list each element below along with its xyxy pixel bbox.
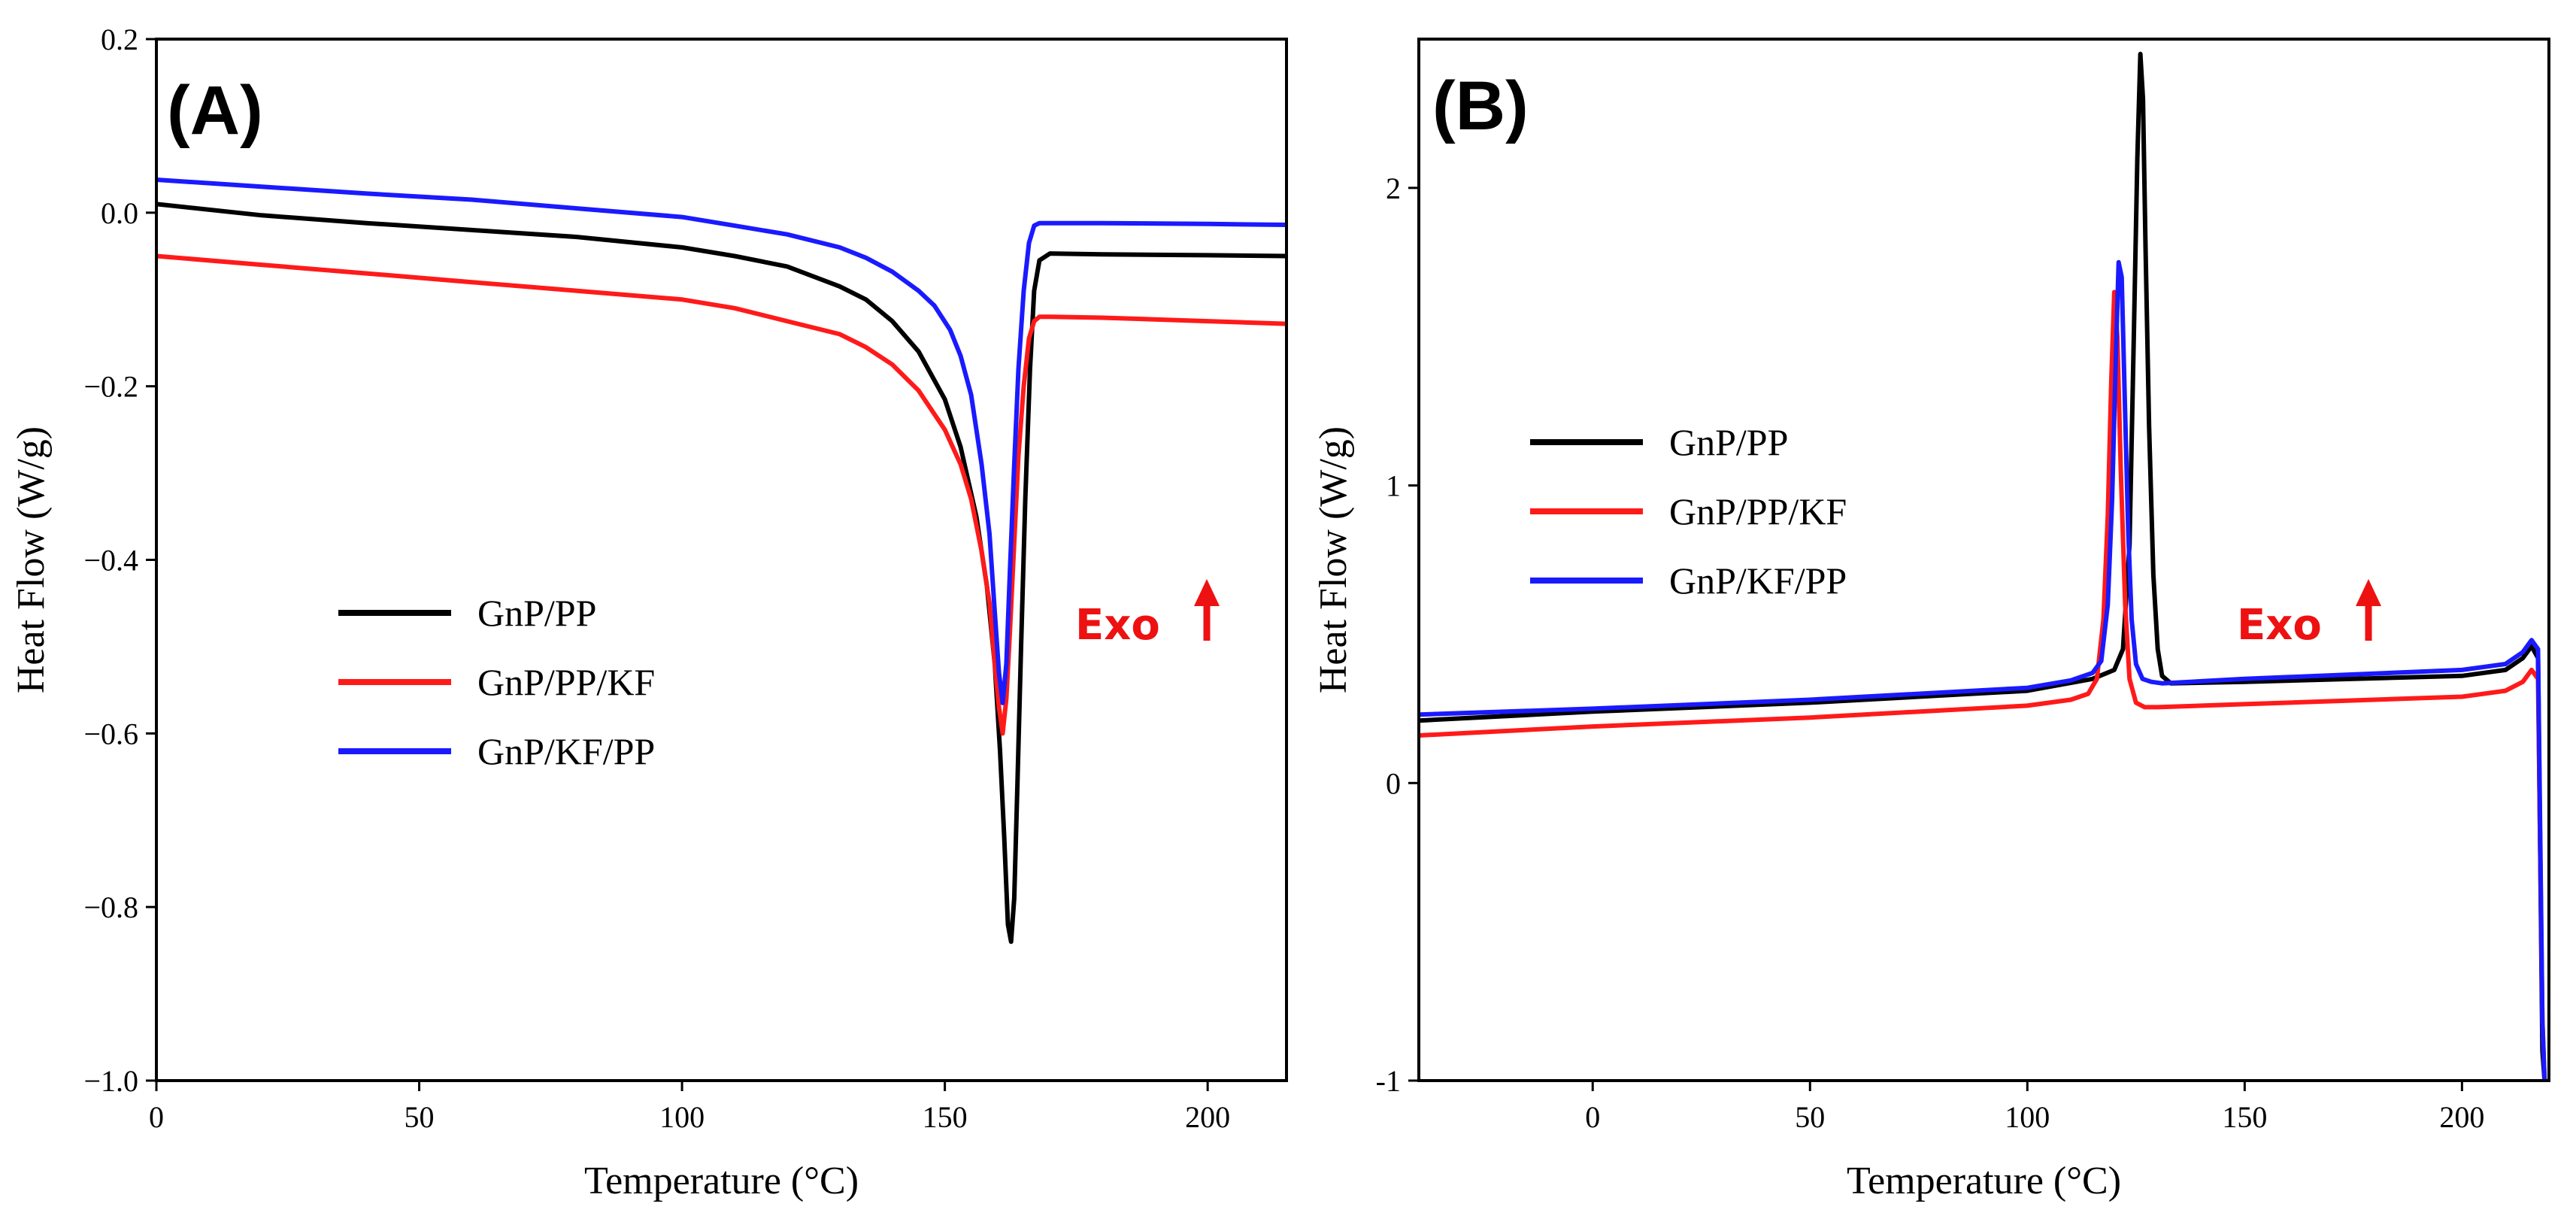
panel-a-legend-label-3: GnP/KF/PP [477, 730, 655, 772]
panel-a-exo-arrowhead-icon [1194, 579, 1220, 606]
panel-a-y-tick-label: −0.2 [83, 370, 138, 404]
panel-a-y-tick-label: −0.8 [83, 890, 138, 924]
panel-b-series-line-2 [1419, 290, 2547, 1081]
panel-a-y-tick-label: −0.4 [83, 544, 138, 578]
panel-a-series-line-3 [156, 177, 1286, 705]
panel-b-y-tick-label: 2 [1386, 171, 1401, 205]
panel-a-x-axis-label: Temperature (°C) [584, 1160, 859, 1202]
panel-a-x-tick-label: 100 [659, 1100, 705, 1134]
panel-b-x-tick-label: 50 [1795, 1100, 1825, 1134]
panel-b-legend-label-3: GnP/KF/PP [1669, 559, 1847, 602]
panel-a-x-tick-label: 0 [149, 1100, 164, 1134]
panel-b-y-tick-label: -1 [1376, 1064, 1401, 1098]
panel-a-y-axis-label: Heat Flow (W/g) [10, 426, 53, 693]
panel-b-panel-label: (B) [1432, 68, 1529, 144]
panel-a-y-tick-label: −0.6 [83, 717, 138, 750]
panel-a-x-tick-label: 200 [1185, 1100, 1230, 1134]
panel-b-y-tick-label: 1 [1386, 469, 1401, 503]
panel-a-legend-label-1: GnP/PP [477, 592, 596, 634]
panel-b-legend-label-2: GnP/PP/KF [1669, 490, 1847, 532]
panel-b-x-tick-label: 100 [2005, 1100, 2050, 1134]
panel-a-series-line-2 [156, 253, 1286, 736]
panel-b-y-tick-label: 0 [1386, 766, 1401, 800]
panel-b-legend-label-1: GnP/PP [1669, 421, 1788, 463]
panel-a-legend-label-2: GnP/PP/KF [477, 661, 655, 703]
panel-b-series-line-1 [1419, 51, 2547, 1081]
panel-a-x-tick-label: 50 [405, 1100, 435, 1134]
panel-b-series-line-3 [1419, 259, 2547, 1081]
panel-b-x-axis-label: Temperature (°C) [1847, 1160, 2121, 1202]
panel-b-plot-frame [1417, 38, 2550, 1082]
panel-a-series-line-1 [156, 202, 1286, 944]
panel-a-y-tick-label: −1.0 [83, 1064, 138, 1098]
panel-b-x-tick-label: 150 [2222, 1100, 2267, 1134]
panel-b-exo-annotation: Exo [2237, 601, 2322, 650]
panel-a-x-tick-label: 150 [923, 1100, 968, 1134]
panel-a-plot-frame [155, 38, 1288, 1082]
panel-b-y-axis-label: Heat Flow (W/g) [1312, 426, 1355, 693]
panel-a-chart: 0 50 100 150 200 −1.0 −0.8 −0.6 −0.4 −0.2 0.0 0.2 Te… [10, 23, 1288, 1202]
panel-a-y-tick-label: 0.0 [101, 196, 138, 230]
panel-b-x-tick-label: 0 [1585, 1100, 1600, 1134]
panel-a-panel-label: (A) [167, 72, 263, 149]
panel-b-exo-arrowhead-icon [2356, 579, 2381, 606]
panel-a-y-tick-label: 0.2 [101, 23, 138, 56]
panel-b-x-tick-label: 200 [2439, 1100, 2484, 1134]
panel-b-chart: 0 50 100 150 200 -1 0 1 2 Temperature (°C) Heat Fl… [1312, 38, 2550, 1202]
panel-a-exo-annotation: Exo [1075, 601, 1160, 650]
